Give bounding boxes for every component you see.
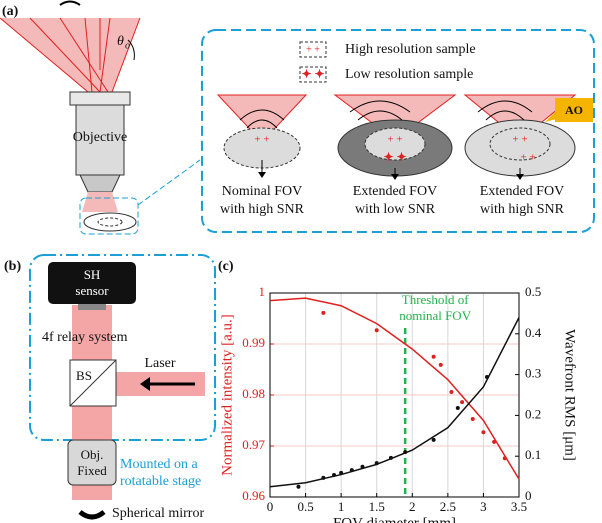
caption: with high SNR	[480, 202, 565, 217]
sensor-label: SH	[84, 267, 101, 282]
objective-label: Obj.	[81, 447, 104, 462]
data-point	[481, 430, 485, 434]
fit-line	[270, 317, 519, 486]
x-tick-label: 2.5	[440, 499, 456, 514]
data-point	[456, 406, 460, 410]
objective-diagram	[0, 2, 200, 235]
y2-tick-label: 0.3	[525, 366, 541, 381]
mirror-label: Spherical mirror	[112, 506, 204, 521]
y2-tick-label: 0.2	[525, 406, 541, 421]
y-axis-label: Normalized intensity [a.u.]	[219, 314, 235, 476]
data-point	[321, 311, 325, 315]
caption: with high SNR	[220, 202, 305, 217]
figure: (a) θ o Objective + + ✦ ✦ + +	[0, 0, 602, 523]
data-point	[449, 390, 453, 394]
data-point	[439, 363, 443, 367]
stage-label: rotatable stage	[120, 474, 201, 489]
x-tick-label: 1	[338, 499, 345, 514]
caption: Extended FOV	[480, 184, 564, 199]
caption: Extended FOV	[353, 184, 437, 199]
data-point	[432, 438, 436, 442]
objective-label: Objective	[73, 130, 127, 145]
bs-label: BS	[76, 368, 92, 383]
y2-tick-label: 0.5	[525, 284, 541, 299]
x-tick-label: 2	[409, 499, 416, 514]
data-point	[360, 465, 364, 469]
data-point	[471, 417, 475, 421]
panel-label: (c)	[218, 259, 234, 274]
caption: Nominal FOV	[222, 184, 303, 199]
stage-label: Mounted on a	[120, 457, 199, 472]
y-tick-label: 0.99	[242, 335, 265, 350]
objective-label: Fixed	[77, 463, 107, 478]
svg-text:+ +: + +	[387, 134, 402, 146]
data-point	[432, 355, 436, 359]
data-point	[321, 476, 325, 480]
x-axis-label: FOV diameter [mm]	[333, 515, 456, 523]
y2-tick-label: 0.4	[525, 325, 542, 340]
data-point	[389, 456, 393, 460]
svg-text:+ +: + +	[520, 152, 535, 164]
panel-label: (a)	[2, 4, 19, 19]
data-point	[375, 328, 379, 332]
svg-text:✦ ✦: ✦ ✦	[301, 67, 324, 81]
data-point	[503, 456, 507, 460]
x-tick-label: 3	[480, 499, 487, 514]
x-tick-label: 1.5	[369, 499, 385, 514]
x-tick-label: 0.5	[297, 499, 313, 514]
data-point	[492, 440, 496, 444]
svg-text:+ +: + +	[254, 134, 269, 146]
laser-label: Laser	[144, 356, 175, 371]
panel-label: (b)	[4, 259, 21, 274]
y2-tick-label: 0.1	[525, 447, 541, 462]
svg-text:✦ ✦: ✦ ✦	[383, 150, 406, 164]
sensor-label: sensor	[75, 283, 109, 298]
data-point	[460, 400, 464, 404]
annotation: Threshold of	[402, 292, 469, 307]
caption: with low SNR	[355, 202, 436, 217]
data-point	[403, 450, 407, 454]
angle-subscript: o	[125, 40, 130, 51]
legend-high: High resolution sample	[345, 42, 476, 57]
data-point	[332, 473, 336, 477]
legend-low: Low resolution sample	[345, 67, 473, 82]
data-point	[485, 375, 489, 379]
data-point	[339, 471, 343, 475]
y-tick-label: 0.98	[242, 386, 265, 401]
angle-symbol: θ	[117, 34, 124, 49]
y2-axis-label: Wavefront RMS [μm]	[562, 329, 578, 461]
data-point	[375, 461, 379, 465]
svg-text:+ +: + +	[512, 134, 527, 146]
y-tick-label: 1	[259, 284, 266, 299]
y-tick-label: 0.97	[242, 437, 265, 452]
data-point	[350, 468, 354, 472]
ao-label: AO	[565, 103, 583, 117]
data-point	[296, 485, 300, 489]
annotation: nominal FOV	[399, 308, 471, 323]
relay-label: 4f relay system	[42, 330, 128, 345]
x-tick-label: 0	[267, 499, 274, 514]
y-tick-label: 0.96	[242, 488, 265, 503]
svg-text:+ +: + +	[306, 44, 320, 55]
y2-tick-label: 0	[525, 488, 532, 503]
